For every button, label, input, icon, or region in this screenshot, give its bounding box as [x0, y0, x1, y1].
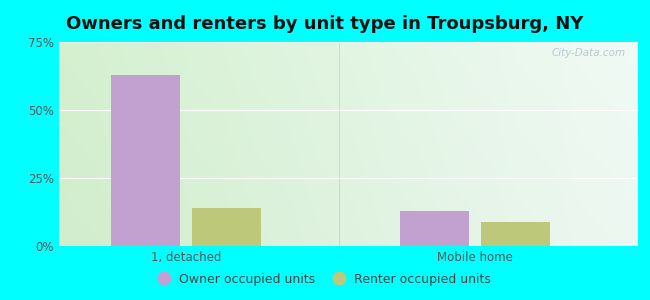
Text: Owners and renters by unit type in Troupsburg, NY: Owners and renters by unit type in Troup… [66, 15, 584, 33]
Bar [481, 221, 550, 246]
Bar [111, 75, 180, 246]
Text: City-Data.com: City-Data.com [551, 48, 625, 58]
Bar [192, 208, 261, 246]
Legend: Owner occupied units, Renter occupied units: Owner occupied units, Renter occupied un… [154, 268, 496, 291]
Bar [400, 211, 469, 246]
